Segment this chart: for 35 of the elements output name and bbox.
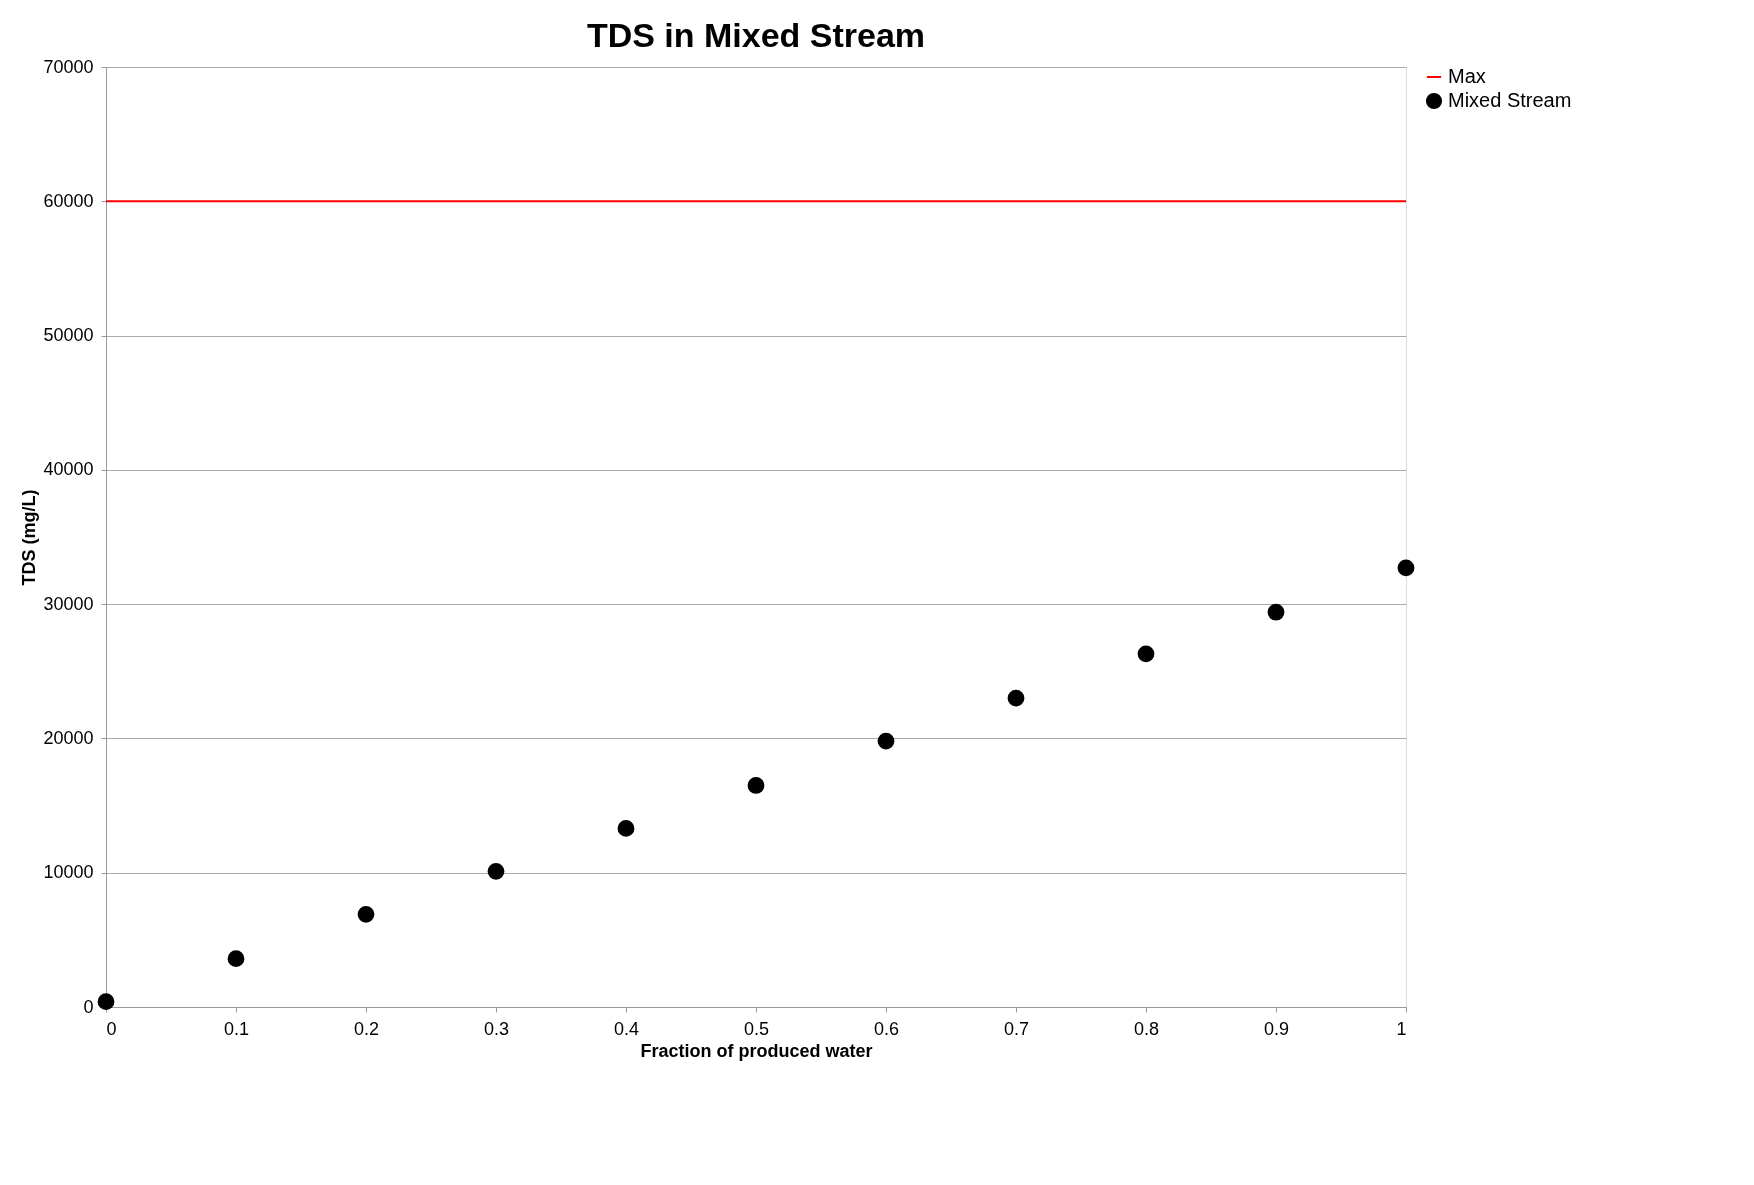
point [1007, 689, 1025, 707]
y-tick-label: 0 [83, 996, 94, 1017]
point [97, 993, 115, 1011]
point [357, 905, 375, 923]
x-axis-title: Fraction of produced water [640, 1040, 873, 1061]
point [1137, 645, 1155, 663]
point [487, 862, 505, 880]
x-tick-label: 0 [106, 1018, 117, 1039]
point [1397, 559, 1415, 577]
y-tick-label: 10000 [43, 862, 94, 883]
y-tick-label: 60000 [43, 190, 94, 211]
x-tick-label: 0.9 [1263, 1018, 1290, 1039]
x-tick-label: 0.4 [613, 1018, 640, 1039]
y-tick-label: 20000 [43, 727, 94, 748]
legend-label: Max [1448, 65, 1486, 87]
x-tick-label: 0.7 [1003, 1018, 1030, 1039]
point [877, 732, 895, 750]
y-axis-title: TDS (mg/L) [19, 489, 40, 586]
chart-title: TDS in Mixed Stream [586, 16, 926, 54]
y-tick-label: 70000 [43, 56, 94, 77]
point [1267, 603, 1285, 621]
x-tick-label: 1 [1396, 1018, 1407, 1039]
point [747, 777, 765, 794]
legend-label: Mixed Stream [1448, 89, 1572, 111]
x-tick-label: 0.1 [223, 1018, 250, 1039]
point [617, 820, 635, 837]
x-tick-label: 0.5 [743, 1018, 770, 1039]
y-tick-label: 40000 [43, 459, 94, 480]
point [227, 950, 245, 968]
x-tick-label: 0.8 [1133, 1018, 1160, 1039]
y-tick-label: 50000 [43, 325, 94, 346]
y-tick-label: 30000 [43, 593, 94, 614]
x-tick-label: 0.6 [873, 1018, 900, 1039]
x-tick-label: 0.3 [483, 1018, 510, 1039]
x-tick-label: 0.2 [353, 1018, 380, 1039]
